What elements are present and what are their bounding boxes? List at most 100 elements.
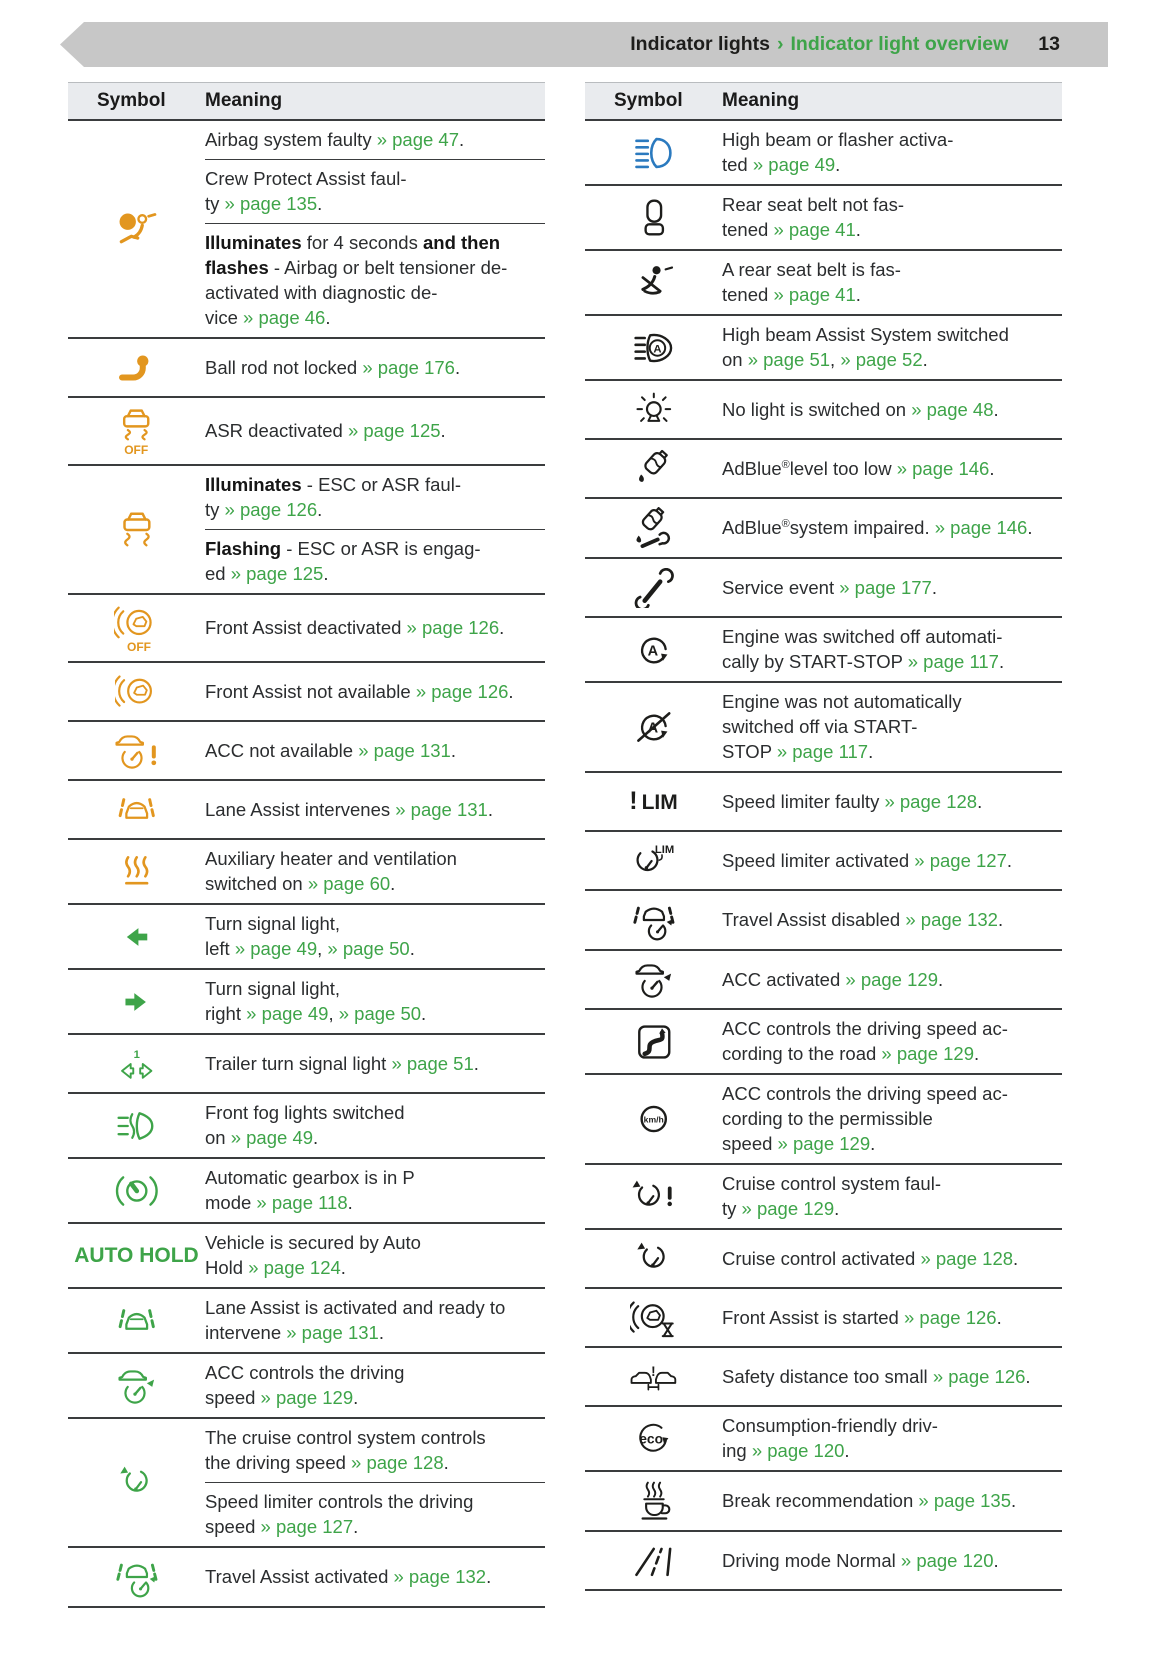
page-link[interactable]: » page 50 — [338, 1003, 422, 1024]
meaning-text-fragment: . — [317, 499, 323, 520]
page-link[interactable]: » page 120 — [751, 1440, 845, 1461]
page-link[interactable]: » page 49 — [246, 1003, 329, 1024]
meaning-text-fragment: Turn signal light, left — [205, 913, 341, 959]
meaning-text-fragment: . — [937, 968, 944, 990]
meaning-text: Consumption-friendly driv- ing » page 12… — [722, 1407, 1062, 1470]
meaning-text-fragment: . — [353, 1387, 359, 1408]
page-link[interactable]: » page 127 — [260, 1516, 354, 1537]
table-header-row: Symbol Meaning — [585, 82, 1062, 121]
page-link[interactable]: » page 129 — [260, 1387, 354, 1408]
page-link[interactable]: » page 49 — [234, 938, 318, 959]
page-link[interactable]: » page 48 — [911, 398, 994, 420]
page-link[interactable]: » page 126 — [415, 680, 509, 702]
meaning-text-fragment: High beam Assist System switched on — [722, 324, 1009, 370]
page-link[interactable]: » page 52 — [840, 349, 923, 370]
eco-driving-icon: eco — [585, 1407, 722, 1470]
meaning-text-fragment: . — [1011, 1490, 1017, 1511]
table-row: A rear seat belt is fas- tened » page 41… — [585, 251, 1062, 316]
meaning-text: Ball rod not locked » page 176. — [205, 349, 545, 387]
page-link[interactable]: » page 126 — [224, 499, 318, 520]
acc-speed-limit-icon: km/h — [585, 1075, 722, 1163]
page-link[interactable]: » page 49 — [752, 154, 836, 175]
auto-hold-indicator: AUTO HOLD — [74, 1243, 199, 1267]
page-link[interactable]: » page 132 — [905, 909, 998, 930]
page-link[interactable]: » page 146 — [934, 517, 1028, 538]
meaning-text: Airbag system faulty » page 47. — [205, 121, 545, 159]
meaning-text-fragment: . — [844, 1440, 850, 1461]
page-link[interactable]: » page 131 — [286, 1322, 379, 1343]
page-link[interactable]: » page 124 — [248, 1257, 341, 1278]
table-row: Airbag system faulty » page 47. Crew Prot… — [68, 121, 545, 339]
meaning-cell: Front Assist not available » page 126. — [205, 663, 545, 720]
page-link[interactable]: » page 128 — [884, 790, 978, 812]
page-link[interactable]: » page 177 — [839, 576, 932, 598]
meaning-text-fragment: Trailer turn signal light — [205, 1052, 392, 1074]
page-link[interactable]: » page 129 — [845, 968, 938, 990]
page-link[interactable]: » page 132 — [393, 1566, 487, 1587]
page-link[interactable]: » page 120 — [900, 1549, 994, 1571]
page-link[interactable]: » page 125 — [347, 420, 441, 441]
page-link[interactable]: » page 51 — [391, 1052, 474, 1074]
svg-text:OFF: OFF — [124, 443, 148, 456]
driving-mode-normal-icon — [585, 1532, 722, 1589]
service-event-icon — [585, 559, 722, 616]
meaning-text: Front Assist not available » page 126. — [205, 673, 545, 711]
acc-activated-icon — [585, 951, 722, 1008]
meaning-text-fragment: . — [378, 1322, 384, 1343]
meaning-cell: Ball rod not locked » page 176. — [205, 339, 545, 396]
meaning-text-fragment: . — [974, 1043, 980, 1064]
page-link[interactable]: » page 129 — [777, 1133, 871, 1154]
svg-text:eco: eco — [639, 1430, 663, 1446]
meaning-cell: Trailer turn signal light » page 51. — [205, 1035, 545, 1092]
page-link[interactable]: » page 50 — [327, 938, 410, 959]
page-link[interactable]: » page 129 — [741, 1198, 835, 1219]
page-link[interactable]: » page 41 — [773, 284, 856, 305]
page-link[interactable]: » page 128 — [351, 1452, 444, 1473]
page-link[interactable]: » page 47 — [376, 129, 460, 150]
meaning-text: Speed limiter faulty » page 128. — [722, 783, 1062, 821]
meaning-text-fragment: Turn signal light, right — [205, 978, 341, 1024]
asr-off-icon: OFF — [68, 398, 205, 464]
page-link[interactable]: » page 41 — [773, 219, 856, 240]
page-link[interactable]: » page 51 — [747, 349, 831, 370]
meaning-cell: Turn signal light, left » page 49, » pag… — [205, 905, 545, 968]
page-link[interactable]: » page 131 — [395, 798, 488, 820]
meaning-text-fragment: Front fog lights switched on — [205, 1102, 405, 1148]
page-link[interactable]: » page 131 — [358, 739, 451, 761]
page-link[interactable]: » page 128 — [920, 1247, 1014, 1269]
page-link[interactable]: » page 125 — [230, 563, 324, 584]
page-link[interactable]: » page 49 — [230, 1127, 314, 1148]
page-link[interactable]: » page 135 — [224, 193, 318, 214]
meaning-text: Front Assist deactivated » page 126. — [205, 609, 545, 647]
meaning-text-fragment: . — [443, 1452, 449, 1473]
page-link[interactable]: » page 117 — [776, 741, 869, 762]
page-link[interactable]: » page 176 — [362, 356, 455, 378]
meaning-cell: Speed limiter activated » page 127. — [722, 832, 1062, 889]
page-link[interactable]: » page 117 — [907, 651, 999, 672]
meaning-text: Automatic gearbox is in P mode » page 11… — [205, 1159, 545, 1222]
page-link[interactable]: » page 129 — [881, 1043, 975, 1064]
page-link[interactable]: » page 46 — [243, 307, 326, 328]
page-link[interactable]: » page 135 — [918, 1490, 1011, 1511]
meaning-cell: Front Assist deactivated » page 126. — [205, 595, 545, 661]
table-row: OFF Front Assist deactivated » page 126. — [68, 595, 545, 663]
indicator-tables: Symbol Meaning Airbag system faulty » pa… — [68, 82, 1062, 1608]
meaning-text-fragment: . — [487, 798, 493, 820]
ball-rod-icon — [68, 339, 205, 396]
meaning-text-fragment: ACC activated — [722, 968, 846, 990]
page-link[interactable]: » page 126 — [903, 1306, 997, 1328]
page-link[interactable]: » page 126 — [932, 1365, 1026, 1387]
table-row: Travel Assist activated » page 132. — [68, 1548, 545, 1608]
page-link[interactable]: » page 127 — [914, 849, 1007, 871]
page-link[interactable]: » page 118 — [256, 1192, 348, 1213]
page-number: 13 — [1038, 33, 1060, 55]
high-beam-icon — [585, 121, 722, 184]
page-link[interactable]: » page 146 — [896, 457, 990, 479]
airbag-warning-icon — [68, 121, 205, 337]
page-link[interactable]: » page 126 — [406, 617, 500, 638]
meaning-text: ACC not available » page 131. — [205, 732, 545, 770]
page-link[interactable]: » page 60 — [307, 873, 391, 894]
meaning-text: Crew Protect Assist faul- ty » page 135. — [205, 159, 545, 223]
svg-text:A: A — [647, 643, 658, 659]
meaning-text: Rear seat belt not fas- tened » page 41. — [722, 186, 1062, 249]
